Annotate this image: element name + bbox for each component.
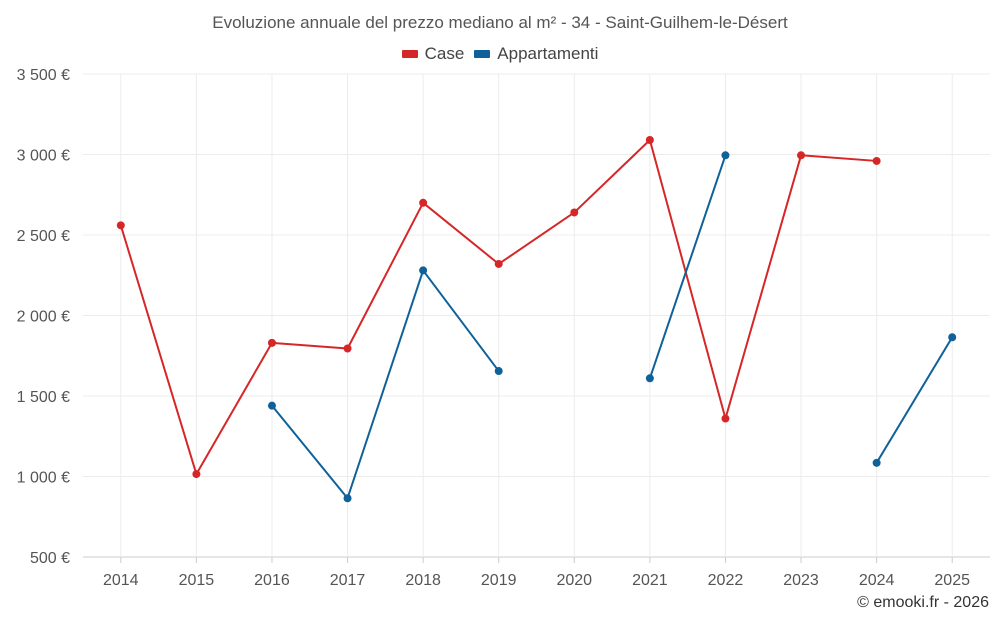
data-point-case bbox=[645, 136, 654, 145]
data-point-appartamenti bbox=[872, 458, 881, 467]
x-tick-label: 2018 bbox=[405, 572, 441, 589]
data-point-case bbox=[267, 338, 276, 347]
series-line-appartamenti bbox=[271, 269, 500, 500]
data-point-case bbox=[192, 470, 201, 479]
data-point-appartamenti bbox=[645, 374, 654, 383]
legend-item-case[interactable]: Case bbox=[401, 44, 465, 64]
legend-swatch-appartamenti bbox=[474, 50, 491, 58]
legend-swatch-case bbox=[401, 50, 418, 58]
data-point-case bbox=[419, 198, 428, 207]
data-point-appartamenti bbox=[721, 151, 730, 160]
data-point-case bbox=[872, 156, 881, 165]
x-tick-label: 2022 bbox=[708, 572, 744, 589]
series-line-appartamenti bbox=[648, 154, 727, 379]
series-line-appartamenti bbox=[875, 336, 954, 464]
legend-label-case: Case bbox=[424, 44, 465, 63]
x-tick-label: 2020 bbox=[556, 572, 592, 589]
y-tick-label: 1 000 € bbox=[17, 470, 70, 487]
chart-title: Evoluzione annuale del prezzo mediano al… bbox=[212, 13, 788, 32]
data-point-case bbox=[494, 259, 503, 268]
data-point-case bbox=[721, 414, 730, 423]
x-tick-label: 2025 bbox=[934, 572, 970, 589]
x-tick-label: 2023 bbox=[783, 572, 819, 589]
data-point-appartamenti bbox=[419, 266, 428, 275]
y-tick-label: 3 000 € bbox=[17, 148, 70, 165]
x-tick-label: 2016 bbox=[254, 572, 290, 589]
x-tick-label: 2015 bbox=[179, 572, 215, 589]
y-tick-label: 2 500 € bbox=[17, 228, 70, 245]
data-point-case bbox=[570, 208, 579, 217]
legend-item-appartamenti[interactable]: Appartamenti bbox=[474, 44, 598, 64]
data-point-appartamenti bbox=[494, 367, 503, 376]
y-tick-label: 3 500 € bbox=[17, 67, 70, 84]
x-tick-label: 2021 bbox=[632, 572, 668, 589]
data-point-appartamenti bbox=[343, 494, 352, 503]
legend-label-appartamenti: Appartamenti bbox=[497, 44, 599, 63]
data-point-appartamenti bbox=[267, 401, 276, 410]
x-tick-label: 2024 bbox=[859, 572, 895, 589]
data-point-appartamenti bbox=[948, 333, 957, 342]
data-point-case bbox=[343, 344, 352, 353]
data-point-case bbox=[797, 151, 806, 160]
x-tick-label: 2017 bbox=[330, 572, 366, 589]
y-tick-label: 1 500 € bbox=[17, 389, 70, 406]
copyright-notice: © emooki.fr - 2026 bbox=[857, 594, 989, 611]
x-tick-label: 2019 bbox=[481, 572, 517, 589]
legend: Case Appartamenti bbox=[0, 44, 1000, 64]
data-point-case bbox=[116, 221, 125, 230]
y-tick-label: 2 000 € bbox=[17, 309, 70, 326]
x-tick-label: 2014 bbox=[103, 572, 139, 589]
y-tick-label: 500 € bbox=[30, 550, 70, 567]
